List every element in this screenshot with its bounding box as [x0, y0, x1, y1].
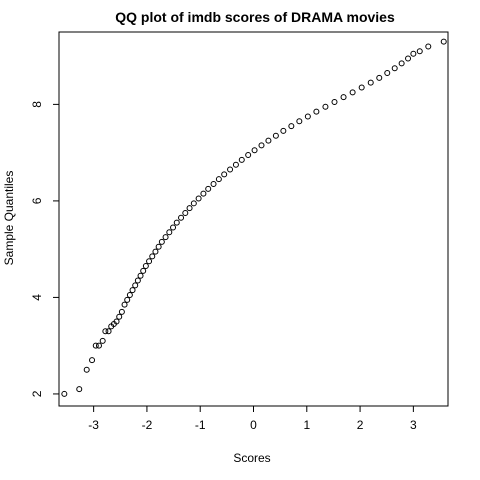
data-point: [200, 190, 207, 197]
x-tick-label: -1: [195, 418, 206, 432]
data-point: [166, 229, 173, 236]
data-point: [102, 328, 109, 335]
x-tick-label: 3: [410, 418, 417, 432]
data-point: [105, 328, 112, 335]
x-tick-label: -2: [142, 418, 153, 432]
data-point: [265, 137, 272, 144]
x-tick-label: -3: [88, 418, 99, 432]
data-point: [238, 156, 245, 163]
data-point: [116, 313, 123, 320]
data-point: [340, 94, 347, 101]
x-tick-label: 1: [303, 418, 310, 432]
data-point: [129, 287, 136, 294]
data-point: [137, 272, 144, 279]
data-point: [95, 342, 102, 349]
x-axis-label: Scores: [233, 451, 270, 465]
data-point: [92, 342, 99, 349]
data-point: [405, 55, 412, 62]
data-point: [162, 234, 169, 241]
data-point: [296, 118, 303, 125]
data-point: [391, 65, 398, 72]
data-point: [398, 60, 405, 67]
data-point: [288, 123, 295, 130]
data-point: [134, 277, 141, 284]
data-point: [195, 195, 202, 202]
data-point: [146, 258, 153, 265]
data-point: [227, 166, 234, 173]
data-point: [190, 200, 197, 207]
data-point: [124, 296, 131, 303]
data-point: [140, 267, 147, 274]
data-point: [89, 357, 96, 364]
data-point: [83, 366, 90, 373]
data-point: [322, 103, 329, 110]
y-tick-label: 4: [30, 294, 44, 301]
x-axis: -3 -2 -1 0 1 2 3: [88, 405, 417, 432]
data-point: [158, 238, 165, 245]
data-point: [99, 337, 106, 344]
data-point: [205, 185, 212, 192]
data-point: [258, 142, 265, 149]
data-point: [251, 147, 258, 154]
data-point: [210, 181, 217, 188]
data-point: [178, 214, 185, 221]
data-point: [232, 161, 239, 168]
data-point: [170, 224, 177, 231]
data-point: [349, 89, 356, 96]
data-point: [245, 152, 252, 159]
data-point: [215, 176, 222, 183]
data-point: [313, 108, 320, 115]
data-point: [376, 74, 383, 81]
x-tick-label: 2: [357, 418, 364, 432]
data-point: [142, 263, 149, 270]
data-point: [182, 209, 189, 216]
data-point: [425, 43, 432, 50]
y-axis-label: Sample Quantiles: [2, 171, 16, 266]
data-point: [152, 248, 159, 255]
data-point: [331, 98, 338, 105]
data-point: [155, 243, 162, 250]
data-point: [173, 219, 180, 226]
data-point: [76, 386, 83, 393]
y-axis: 2 4 6 8: [30, 101, 60, 397]
data-point: [280, 127, 287, 134]
data-point: [410, 50, 417, 57]
data-point: [358, 84, 365, 91]
data-points: [61, 38, 447, 397]
data-point: [367, 79, 374, 86]
data-point: [118, 308, 125, 315]
y-tick-label: 2: [30, 390, 44, 397]
data-point: [272, 132, 279, 139]
data-point: [440, 38, 447, 45]
x-tick-label: 0: [250, 418, 257, 432]
data-point: [132, 282, 139, 289]
y-tick-label: 6: [30, 197, 44, 204]
plot-frame: [58, 31, 449, 407]
data-point: [126, 292, 133, 299]
data-point: [384, 70, 391, 77]
y-tick-label: 8: [30, 101, 44, 108]
data-point: [113, 318, 120, 325]
data-point: [121, 301, 128, 308]
data-point: [149, 253, 156, 260]
data-point: [186, 205, 193, 212]
data-point: [221, 171, 228, 178]
data-point: [61, 390, 68, 397]
data-point: [416, 48, 423, 55]
data-point: [304, 113, 311, 120]
chart-title: QQ plot of imdb scores of DRAMA movies: [115, 9, 395, 25]
